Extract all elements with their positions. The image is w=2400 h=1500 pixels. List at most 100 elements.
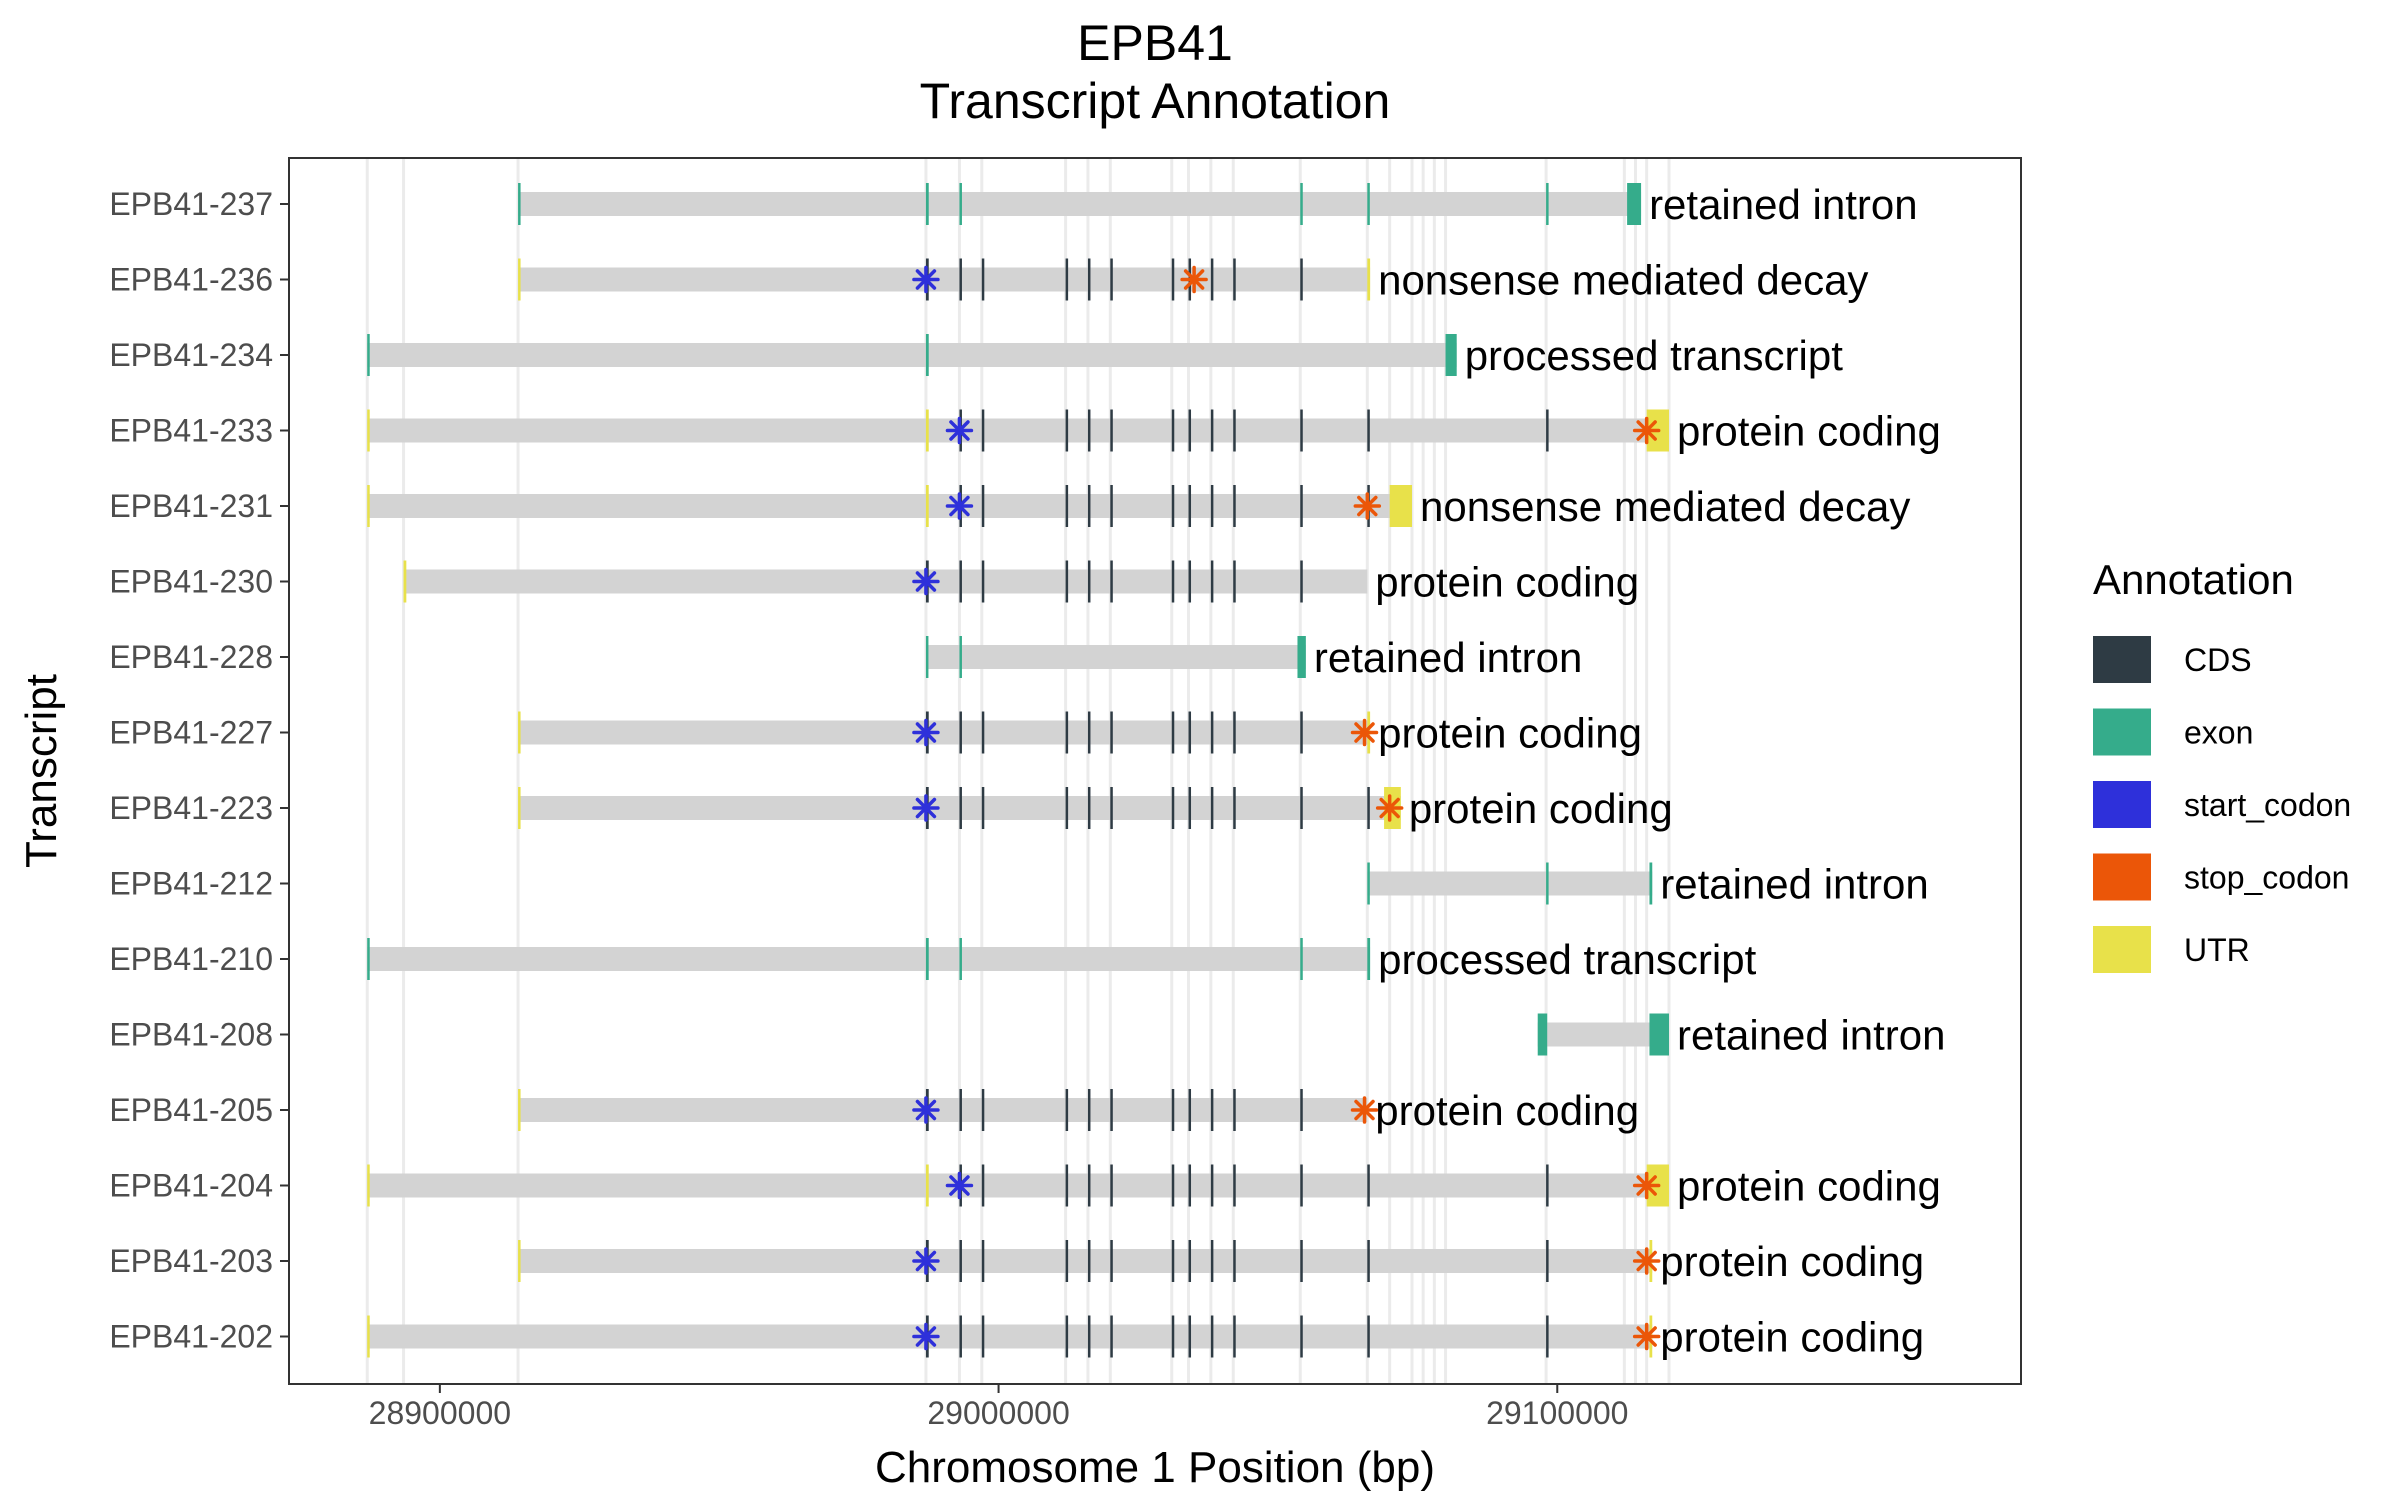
exon-block <box>1367 938 1371 980</box>
exon-block <box>925 334 929 376</box>
cds-block <box>1546 409 1549 452</box>
utr-block <box>1367 258 1371 301</box>
cds-block <box>1367 1315 1370 1358</box>
transcript-biotype-label: protein coding <box>1660 1314 1924 1361</box>
cds-block <box>981 1240 985 1282</box>
cds-block <box>1210 787 1214 829</box>
legend-swatch <box>2093 853 2151 901</box>
transcript-backbone <box>367 1173 1670 1198</box>
exon-block <box>1546 183 1549 225</box>
start-codon-marker <box>912 265 940 294</box>
transcript-backbone <box>1537 1022 1670 1047</box>
y-tick-label: EPB41-234 <box>109 337 273 373</box>
y-tick-label: EPB41-212 <box>109 866 273 902</box>
utr-block <box>367 1315 370 1358</box>
legend-item: exon <box>2093 708 2253 756</box>
utr-block <box>367 485 370 527</box>
cds-block <box>1065 1164 1069 1207</box>
transcript-row: processed transcript <box>367 936 1757 983</box>
transcript-backbone <box>518 1249 1653 1273</box>
utr-block <box>925 1164 929 1207</box>
cds-block <box>1300 711 1303 754</box>
cds-block <box>959 1315 962 1358</box>
cds-block <box>1300 409 1303 452</box>
cds-block <box>1300 1240 1303 1282</box>
transcript-backbone <box>518 1098 1368 1122</box>
cds-block <box>1171 1164 1175 1207</box>
y-axis-label: Transcript <box>17 674 66 868</box>
cds-block <box>959 711 962 754</box>
exon-block <box>1546 862 1549 905</box>
cds-block <box>1210 409 1214 452</box>
stop-codon-marker-stroke <box>1636 1175 1657 1196</box>
exon-block <box>1537 1013 1548 1056</box>
cds-block <box>981 485 985 527</box>
y-tick-label: EPB41-203 <box>109 1243 273 1279</box>
stop-codon-marker <box>1632 1247 1661 1275</box>
transcript-backbone <box>518 267 1371 292</box>
cds-block <box>1233 560 1236 603</box>
cds-block <box>959 258 962 301</box>
cds-block <box>1188 485 1192 527</box>
cds-block <box>1188 787 1192 829</box>
exon-block <box>518 183 521 225</box>
legend-label: exon <box>2184 715 2253 751</box>
legend-swatch <box>2093 781 2151 828</box>
cds-block <box>1367 787 1370 829</box>
y-axis-ticks: EPB41-237 EPB41-236 EPB41-234 EPB41-233 EPB4… <box>109 186 289 1355</box>
cds-block <box>1210 1164 1214 1207</box>
stop-codon-marker <box>1632 416 1661 445</box>
legend-item: CDS <box>2093 636 2252 683</box>
transcript-backbone <box>367 1324 1653 1349</box>
x-tick-label: 29000000 <box>927 1395 1069 1431</box>
stop-codon-marker-stroke <box>1357 495 1378 517</box>
transcript-row: nonsense mediated decay <box>367 483 1910 530</box>
y-tick-label: EPB41-205 <box>109 1092 273 1128</box>
start-codon-marker-stroke <box>915 269 937 290</box>
cds-block <box>1171 1089 1175 1131</box>
y-tick-label: EPB41-233 <box>109 413 273 449</box>
cds-block <box>1233 258 1236 301</box>
exon-block <box>1367 183 1370 225</box>
cds-block <box>1171 560 1175 603</box>
cds-block <box>1546 1164 1549 1207</box>
cds-block <box>1110 409 1113 452</box>
transcript-row: retained intron <box>1367 861 1929 908</box>
cds-block <box>1110 1240 1113 1282</box>
stop-codon-marker-stroke <box>1636 1326 1657 1347</box>
transcript-biotype-label: protein coding <box>1378 710 1642 757</box>
y-tick-label: EPB41-202 <box>109 1319 273 1355</box>
transcript-row: protein coding <box>518 1087 1639 1134</box>
exon-block <box>1627 183 1642 225</box>
start-codon-marker <box>912 718 940 747</box>
cds-block <box>1300 1315 1303 1358</box>
cds-block <box>1210 560 1214 603</box>
stop-codon-marker-stroke <box>1636 1250 1657 1272</box>
cds-block <box>1300 560 1303 603</box>
start-codon-marker <box>912 794 940 822</box>
cds-block <box>959 1089 962 1131</box>
exon-block <box>1300 938 1303 980</box>
cds-block <box>1110 258 1113 301</box>
cds-block <box>1110 787 1113 829</box>
cds-block <box>1546 1240 1549 1282</box>
stop-codon-marker-stroke <box>1183 269 1205 290</box>
transcript-backbone <box>518 720 1371 745</box>
cds-block <box>1210 1240 1214 1282</box>
start-codon-marker-stroke <box>915 722 937 743</box>
transcript-biotype-label: protein coding <box>1375 1087 1639 1134</box>
transcript-biotype-label: protein coding <box>1375 559 1639 606</box>
cds-block <box>1171 1315 1175 1358</box>
cds-block <box>1171 409 1175 452</box>
legend-swatch <box>2093 926 2151 973</box>
cds-block <box>1233 787 1236 829</box>
y-tick-label: EPB41-210 <box>109 941 273 977</box>
legend: Annotation CDS exon start_codon stop_codon U… <box>2093 556 2351 973</box>
cds-block <box>981 258 985 301</box>
cds-block <box>1171 485 1175 527</box>
stop-codon-marker-stroke <box>1636 420 1657 441</box>
utr-block <box>518 258 521 301</box>
cds-block <box>1233 409 1236 452</box>
cds-block <box>1087 258 1091 301</box>
transcript-biotype-label: protein coding <box>1677 408 1941 455</box>
